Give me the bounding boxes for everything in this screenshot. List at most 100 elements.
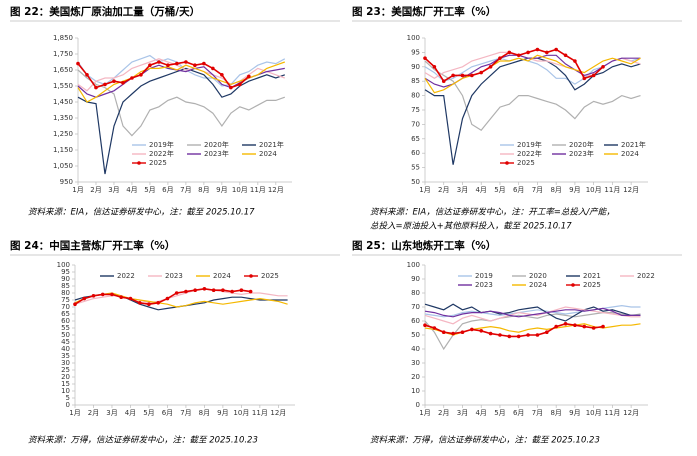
legend-label: 2023 xyxy=(165,272,183,280)
x-tick-label: 1月 xyxy=(419,409,430,417)
legend-label: 2021 xyxy=(583,272,601,280)
legend-label: 2020年 xyxy=(204,140,229,149)
legend-label: 2022 xyxy=(637,272,655,280)
series-line xyxy=(74,292,288,308)
point xyxy=(73,302,77,307)
source-note: 总投入=原油投入+其他原料投入，截至 2025.10.17 xyxy=(370,221,572,232)
x-tick-label: 8月 xyxy=(550,186,561,194)
point xyxy=(488,65,493,69)
point xyxy=(184,289,188,294)
x-tick-label: 10月 xyxy=(586,409,602,417)
x-tick-label: 12月 xyxy=(623,186,639,194)
series-line xyxy=(424,57,641,85)
series-line xyxy=(424,304,641,318)
x-tick-label: 7月 xyxy=(532,186,543,194)
legend-label: 2020年 xyxy=(569,140,594,149)
y-tick-label: 1,250 xyxy=(53,130,73,138)
source-note: 资料来源：EIA，信达证券研发中心，注：开工率=总投入/产能， xyxy=(370,207,615,218)
point xyxy=(441,330,446,335)
point xyxy=(239,288,244,293)
y-tick-label: 0 xyxy=(66,401,70,409)
source-note: 资料来源：万得，信达证券研发中心，注：截至 2025.10.23 xyxy=(28,435,258,446)
point xyxy=(247,74,251,79)
point xyxy=(563,53,568,58)
y-tick-label: 20 xyxy=(61,373,70,381)
legend-label: 2025 xyxy=(261,272,279,280)
point xyxy=(526,50,530,55)
x-tick-label: 2月 xyxy=(90,186,101,194)
source-note: 资料来源：EIA，信达证券研发中心，注：截至 2025.10.17 xyxy=(28,207,255,218)
y-tick-label: 65 xyxy=(411,135,420,143)
point xyxy=(139,73,143,77)
legend-label: 2024 xyxy=(529,281,547,289)
point xyxy=(248,289,253,294)
point xyxy=(573,59,577,63)
point xyxy=(545,50,549,55)
y-tick-label: 55 xyxy=(411,164,420,172)
x-tick-label: 8月 xyxy=(198,186,209,194)
chart-title: 图 22：美国炼厂原油加工量（万桶/天） xyxy=(10,5,200,18)
y-tick-label: 10 xyxy=(411,387,420,395)
y-tick-label: 1,050 xyxy=(53,162,73,170)
x-tick-label: 12月 xyxy=(623,409,639,417)
point xyxy=(76,61,80,66)
x-tick-label: 9月 xyxy=(217,409,228,417)
y-tick-label: 15 xyxy=(61,380,70,388)
series-line xyxy=(77,67,286,175)
y-tick-label: 10 xyxy=(61,387,70,395)
chart-title: 图 23：美国炼厂开工率（%） xyxy=(352,5,496,18)
point xyxy=(157,60,161,64)
point xyxy=(202,287,207,291)
point xyxy=(156,301,160,305)
point xyxy=(91,294,96,298)
point xyxy=(601,65,605,69)
y-tick-label: 0 xyxy=(416,401,420,409)
point xyxy=(130,76,134,80)
point xyxy=(85,73,89,77)
x-tick-label: 3月 xyxy=(106,409,117,417)
point xyxy=(526,333,530,337)
y-tick-label: 1,150 xyxy=(53,146,73,154)
x-tick-label: 11月 xyxy=(604,409,620,417)
legend-label: 2025 xyxy=(517,159,535,167)
point xyxy=(479,329,484,333)
point xyxy=(441,79,446,83)
y-tick-label: 70 xyxy=(61,303,70,311)
y-tick-label: 100 xyxy=(407,34,420,42)
legend-label: 2022年 xyxy=(517,149,542,158)
y-tick-label: 80 xyxy=(411,289,420,297)
legend-marker xyxy=(571,283,575,287)
y-tick-label: 30 xyxy=(61,359,70,367)
point xyxy=(147,302,151,307)
y-tick-label: 95 xyxy=(411,48,420,56)
y-tick-label: 60 xyxy=(411,149,420,157)
point xyxy=(451,331,455,336)
x-tick-label: 5月 xyxy=(494,409,505,417)
y-tick-label: 85 xyxy=(61,282,70,290)
point xyxy=(165,296,170,301)
point xyxy=(507,334,512,339)
point xyxy=(211,66,215,71)
series-line xyxy=(424,303,641,322)
x-tick-label: 8月 xyxy=(199,409,210,417)
y-tick-label: 55 xyxy=(61,324,70,332)
point xyxy=(535,333,540,337)
y-tick-label: 1,850 xyxy=(53,34,73,42)
point xyxy=(554,324,558,329)
x-tick-label: 4月 xyxy=(126,186,137,194)
point xyxy=(128,296,133,301)
x-tick-label: 2月 xyxy=(438,186,449,194)
x-tick-label: 4月 xyxy=(475,409,486,417)
y-tick-label: 90 xyxy=(61,275,70,283)
point xyxy=(110,292,114,297)
point xyxy=(582,324,587,329)
y-tick-label: 950 xyxy=(60,178,73,186)
legend-label: 2025 xyxy=(583,281,601,289)
y-tick-label: 1,750 xyxy=(53,50,73,58)
point xyxy=(582,76,587,81)
y-tick-label: 75 xyxy=(61,296,70,304)
legend-marker xyxy=(137,161,141,165)
y-tick-label: 1,550 xyxy=(53,82,73,90)
legend-label: 2021年 xyxy=(621,140,646,149)
point xyxy=(460,73,465,78)
